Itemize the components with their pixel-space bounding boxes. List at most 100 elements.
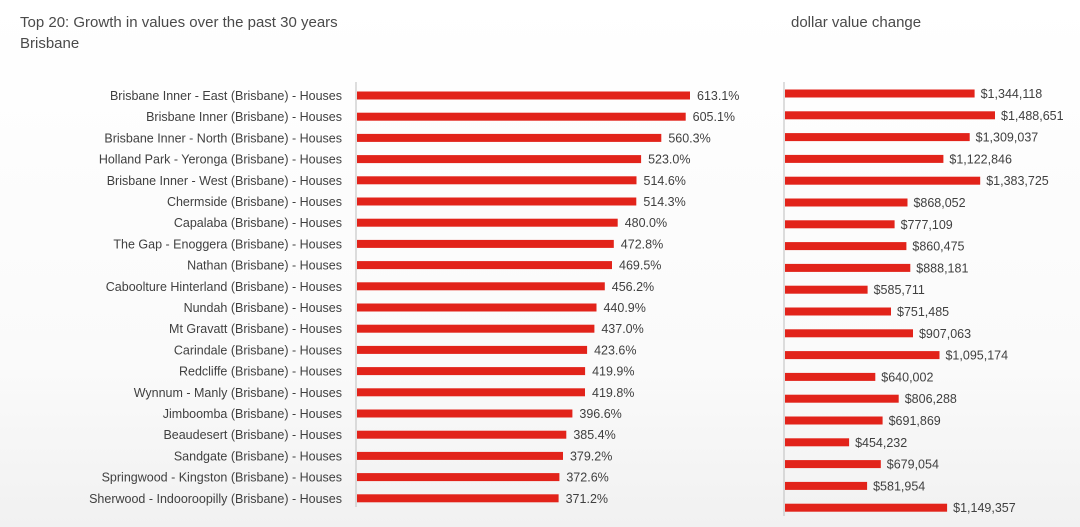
growth-bar [357, 324, 595, 333]
dollar-bar [785, 394, 899, 403]
dollar-bar [785, 111, 995, 120]
category-label: Capalaba (Brisbane) - Houses [174, 216, 342, 230]
dollar-value-label: $1,149,357 [953, 501, 1016, 515]
growth-bar [357, 473, 560, 482]
dollar-bar [785, 263, 911, 272]
dollar-bar [785, 329, 913, 338]
category-label: Mt Gravatt (Brisbane) - Houses [169, 322, 342, 336]
category-label: Brisbane Inner - North (Brisbane) - Hous… [104, 131, 342, 145]
growth-bar [357, 345, 588, 354]
growth-value-label: 560.3% [668, 131, 710, 145]
growth-bar [357, 388, 585, 397]
category-label: Holland Park - Yeronga (Brisbane) - Hous… [99, 153, 342, 167]
category-label: Caboolture Hinterland (Brisbane) - House… [106, 280, 342, 294]
growth-bar [357, 261, 612, 270]
dollar-bar [785, 438, 850, 447]
dollar-bar [785, 372, 876, 381]
dollar-bar [785, 198, 908, 207]
category-label: Carindale (Brisbane) - Houses [174, 343, 342, 357]
dollar-value-label: $691,869 [889, 414, 941, 428]
dollar-bar [785, 351, 940, 360]
category-label: The Gap - Enoggera (Brisbane) - Houses [113, 237, 342, 251]
growth-value-label: 456.2% [612, 280, 654, 294]
dollar-value-label: $679,054 [887, 458, 939, 472]
dollar-value-label: $777,109 [901, 218, 953, 232]
growth-value-label: 379.2% [570, 449, 612, 463]
dollar-bar [785, 154, 944, 163]
growth-value-label: 372.6% [566, 471, 608, 485]
chart-subtitle: Brisbane [20, 35, 80, 52]
growth-bar [357, 91, 690, 100]
growth-bar [357, 494, 559, 503]
dollar-value-label: $1,095,174 [945, 349, 1008, 363]
category-label: Nundah (Brisbane) - Houses [184, 301, 342, 315]
growth-value-label: 514.6% [644, 174, 686, 188]
dollar-bar [785, 503, 948, 512]
dollar-bar [785, 176, 981, 185]
growth-value-label: 371.2% [566, 492, 608, 506]
dollar-value-label: $806,288 [905, 392, 957, 406]
chart-title-line1: Top 20: Growth in values over the past 3… [20, 14, 338, 31]
category-label: Chermside (Brisbane) - Houses [167, 195, 342, 209]
dollar-bar [785, 242, 907, 251]
dollar-value-label: $907,063 [919, 327, 971, 341]
dollar-value-label: $751,485 [897, 305, 949, 319]
dollar-bar [785, 133, 970, 142]
dollar-value-label: $585,711 [874, 283, 925, 297]
growth-value-label: 437.0% [601, 322, 643, 336]
growth-value-label: 419.8% [592, 386, 634, 400]
dollar-value-label: $860,475 [912, 240, 964, 254]
growth-value-label: 605.1% [693, 110, 735, 124]
growth-value-label: 396.6% [579, 407, 621, 421]
category-label: Redcliffe (Brisbane) - Houses [179, 365, 342, 379]
growth-bar [357, 282, 605, 291]
growth-value-label: 419.9% [592, 365, 634, 379]
category-label: Springwood - Kingston (Brisbane) - House… [102, 471, 342, 485]
dollar-value-label: $1,309,037 [976, 131, 1039, 145]
growth-value-label: 514.3% [643, 195, 685, 209]
dollar-value-label: $454,232 [855, 436, 907, 450]
growth-value-label: 613.1% [697, 89, 739, 103]
growth-bar [357, 451, 563, 460]
growth-value-label: 423.6% [594, 343, 636, 357]
growth-bar [357, 197, 637, 206]
dollar-value-label: $868,052 [913, 196, 965, 210]
growth-value-label: 440.9% [603, 301, 645, 315]
dollar-bar [785, 220, 895, 229]
growth-value-label: 480.0% [625, 216, 667, 230]
dollar-value-label: $581,954 [873, 479, 925, 493]
dollar-bar [785, 460, 881, 469]
category-label: Nathan (Brisbane) - Houses [187, 259, 342, 273]
category-label: Brisbane Inner - West (Brisbane) - House… [107, 174, 342, 188]
growth-value-label: 385.4% [573, 428, 615, 442]
dollar-value-label: $1,488,651 [1001, 109, 1064, 123]
dollar-value-label: $1,344,118 [981, 87, 1043, 101]
category-label: Sherwood - Indooroopilly (Brisbane) - Ho… [89, 492, 342, 506]
category-label: Jimboomba (Brisbane) - Houses [163, 407, 342, 421]
growth-bar [357, 430, 567, 439]
dollar-value-label: $1,122,846 [949, 152, 1012, 166]
dollar-bar [785, 307, 891, 316]
growth-bar [357, 409, 573, 418]
chart-title: Top 20: Growth in values over the past 3… [20, 12, 338, 54]
growth-bar [357, 218, 618, 227]
growth-value-label: 472.8% [621, 237, 663, 251]
growth-bar [357, 367, 586, 376]
growth-value-label: 469.5% [619, 259, 661, 273]
dollar-bar [785, 89, 975, 98]
growth-bar [357, 176, 637, 185]
growth-value-label: 523.0% [648, 153, 690, 167]
dollar-value-label: $888,181 [916, 261, 968, 275]
dollar-bar [785, 416, 883, 425]
growth-bar [357, 112, 686, 121]
category-label: Brisbane Inner - East (Brisbane) - House… [110, 89, 342, 103]
growth-bar [357, 239, 614, 248]
category-label: Wynnum - Manly (Brisbane) - Houses [134, 386, 342, 400]
dollar-value-label: $1,383,725 [986, 174, 1049, 188]
growth-bar [357, 155, 642, 164]
dollar-chart-title: dollar value change [791, 14, 922, 31]
dollar-value-label: $640,002 [881, 370, 933, 384]
growth-bar [357, 133, 662, 142]
category-label: Beaudesert (Brisbane) - Houses [163, 428, 342, 442]
